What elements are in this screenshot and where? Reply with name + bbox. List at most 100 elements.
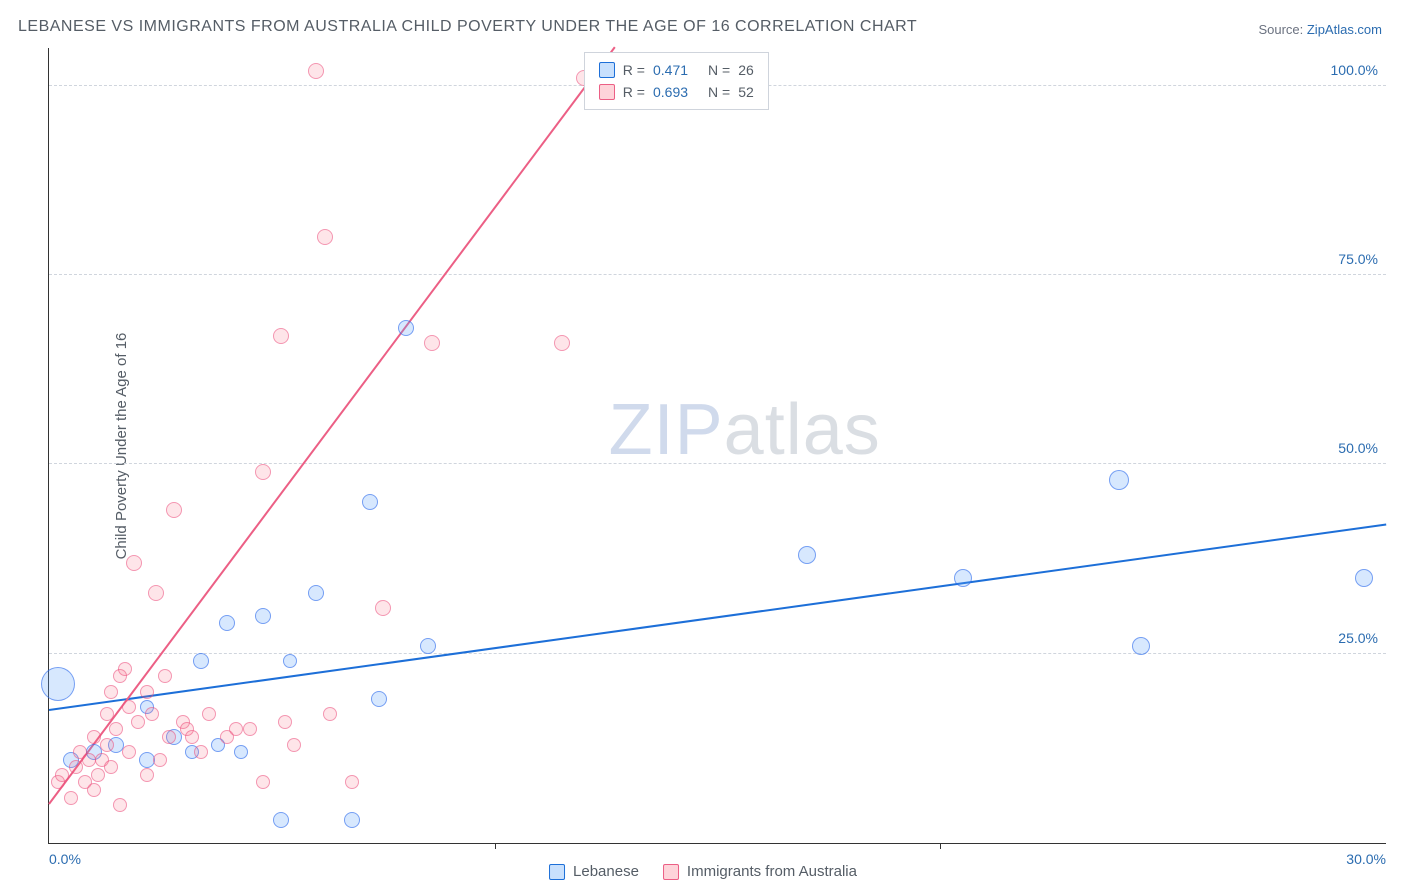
data-point xyxy=(185,730,199,744)
y-tick-label: 75.0% xyxy=(1338,251,1378,267)
r-label: R = xyxy=(623,81,645,103)
data-point xyxy=(283,654,297,668)
data-point xyxy=(82,753,96,767)
data-point xyxy=(158,669,172,683)
watermark-prefix: ZIP xyxy=(609,390,724,470)
data-point xyxy=(273,812,289,828)
source-link[interactable]: ZipAtlas.com xyxy=(1307,22,1382,37)
x-tick-label: 30.0% xyxy=(1346,851,1386,867)
legend-swatch-pink xyxy=(599,84,615,100)
x-tick xyxy=(940,843,941,849)
stats-row-lebanese: R = 0.471 N = 26 xyxy=(599,59,754,81)
x-tick-label: 0.0% xyxy=(49,851,81,867)
n-value-lebanese: 26 xyxy=(738,59,754,81)
data-point xyxy=(420,638,436,654)
data-point xyxy=(193,653,209,669)
data-point xyxy=(255,608,271,624)
n-label: N = xyxy=(708,59,730,81)
data-point xyxy=(55,768,69,782)
n-label: N = xyxy=(708,81,730,103)
data-point xyxy=(140,768,154,782)
r-value-australia: 0.693 xyxy=(653,81,688,103)
data-point xyxy=(166,502,182,518)
data-point xyxy=(140,685,154,699)
data-point xyxy=(87,783,101,797)
data-point xyxy=(148,585,164,601)
data-point xyxy=(104,760,118,774)
data-point xyxy=(798,546,816,564)
gridline-h xyxy=(49,274,1386,275)
legend-swatch-blue xyxy=(599,62,615,78)
data-point xyxy=(273,328,289,344)
data-point xyxy=(308,585,324,601)
data-point xyxy=(41,667,75,701)
plot-area: R = 0.471 N = 26 R = 0.693 N = 52 ZIPatl… xyxy=(48,48,1386,844)
data-point xyxy=(100,707,114,721)
series-legend: Lebanese Immigrants from Australia xyxy=(549,863,857,880)
data-point xyxy=(323,707,337,721)
gridline-h xyxy=(49,463,1386,464)
data-point xyxy=(345,775,359,789)
data-point xyxy=(87,730,101,744)
data-point xyxy=(375,600,391,616)
data-point xyxy=(122,745,136,759)
data-point xyxy=(317,229,333,245)
data-point xyxy=(118,662,132,676)
data-point xyxy=(91,768,105,782)
data-point xyxy=(554,335,570,351)
y-tick-label: 50.0% xyxy=(1338,440,1378,456)
watermark-suffix: atlas xyxy=(724,390,881,470)
data-point xyxy=(362,494,378,510)
data-point xyxy=(109,722,123,736)
data-point xyxy=(162,730,176,744)
data-point xyxy=(202,707,216,721)
r-value-lebanese: 0.471 xyxy=(653,59,688,81)
legend-item-lebanese: Lebanese xyxy=(549,863,639,880)
gridline-h xyxy=(49,653,1386,654)
legend-swatch-blue xyxy=(549,864,565,880)
data-point xyxy=(64,791,78,805)
y-tick-label: 25.0% xyxy=(1338,630,1378,646)
data-point xyxy=(100,738,114,752)
data-point xyxy=(278,715,292,729)
trendline-lebanese xyxy=(49,523,1386,710)
data-point xyxy=(229,722,243,736)
stats-row-australia: R = 0.693 N = 52 xyxy=(599,81,754,103)
watermark: ZIPatlas xyxy=(609,389,881,471)
data-point xyxy=(371,691,387,707)
data-point xyxy=(219,615,235,631)
x-tick xyxy=(495,843,496,849)
data-point xyxy=(69,760,83,774)
data-point xyxy=(234,745,248,759)
data-point xyxy=(194,745,208,759)
trendline-australia xyxy=(48,46,616,804)
data-point xyxy=(954,569,972,587)
stats-legend: R = 0.471 N = 26 R = 0.693 N = 52 xyxy=(584,52,769,110)
r-label: R = xyxy=(623,59,645,81)
data-point xyxy=(1109,470,1129,490)
data-point xyxy=(287,738,301,752)
source-attribution: Source: ZipAtlas.com xyxy=(1258,22,1382,37)
legend-label-australia: Immigrants from Australia xyxy=(687,863,857,880)
data-point xyxy=(424,335,440,351)
data-point xyxy=(104,685,118,699)
data-point xyxy=(131,715,145,729)
chart-title: LEBANESE VS IMMIGRANTS FROM AUSTRALIA CH… xyxy=(18,18,917,36)
data-point xyxy=(308,63,324,79)
data-point xyxy=(126,555,142,571)
data-point xyxy=(255,464,271,480)
legend-swatch-pink xyxy=(663,864,679,880)
data-point xyxy=(344,812,360,828)
data-point xyxy=(153,753,167,767)
data-point xyxy=(113,798,127,812)
data-point xyxy=(398,320,414,336)
legend-item-australia: Immigrants from Australia xyxy=(663,863,857,880)
data-point xyxy=(145,707,159,721)
data-point xyxy=(256,775,270,789)
legend-label-lebanese: Lebanese xyxy=(573,863,639,880)
data-point xyxy=(243,722,257,736)
data-point xyxy=(122,700,136,714)
n-value-australia: 52 xyxy=(738,81,754,103)
data-point xyxy=(1355,569,1373,587)
source-label: Source: xyxy=(1258,22,1306,37)
